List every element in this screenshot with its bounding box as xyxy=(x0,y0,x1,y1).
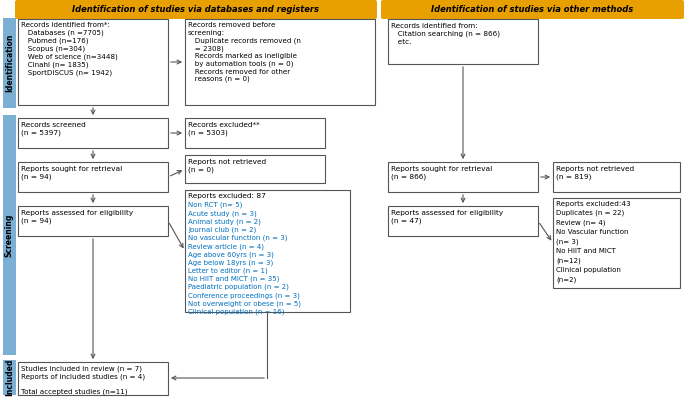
Text: Reports assessed for eligibility
(n = 94): Reports assessed for eligibility (n = 94… xyxy=(21,210,134,224)
Text: Age above 60yrs (n = 3): Age above 60yrs (n = 3) xyxy=(188,251,274,258)
Text: Review article (n = 4): Review article (n = 4) xyxy=(188,243,264,249)
Text: Records removed before
screening:
   Duplicate records removed (n
   = 2308)
   : Records removed before screening: Duplic… xyxy=(188,22,301,83)
Text: Paediatric population (n = 2): Paediatric population (n = 2) xyxy=(188,284,289,290)
Bar xyxy=(18,206,168,236)
Text: Non RCT (n= 5): Non RCT (n= 5) xyxy=(188,202,242,209)
Text: Letter to editor (n = 1): Letter to editor (n = 1) xyxy=(188,268,268,274)
Text: (n=2): (n=2) xyxy=(556,277,576,283)
Text: Duplicates (n = 22): Duplicates (n = 22) xyxy=(556,210,624,217)
Bar xyxy=(388,206,538,236)
Text: Reports not retrieved
(n = 0): Reports not retrieved (n = 0) xyxy=(188,159,266,173)
Bar xyxy=(185,190,350,312)
Text: Records identified from:
   Citation searching (n = 866)
   etc.: Records identified from: Citation search… xyxy=(391,23,500,45)
FancyBboxPatch shape xyxy=(381,0,684,19)
Text: Records excluded**
(n = 5303): Records excluded** (n = 5303) xyxy=(188,122,260,136)
Bar xyxy=(3,360,16,395)
Text: Animal study (n = 2): Animal study (n = 2) xyxy=(188,218,261,225)
Text: Screening: Screening xyxy=(5,213,14,257)
Bar xyxy=(388,19,538,64)
Bar xyxy=(18,362,168,395)
Text: Reports sought for retrieval
(n = 94): Reports sought for retrieval (n = 94) xyxy=(21,166,122,180)
Text: Reports not retrieved
(n = 819): Reports not retrieved (n = 819) xyxy=(556,166,634,180)
FancyBboxPatch shape xyxy=(15,0,377,19)
Text: Clinical population: Clinical population xyxy=(556,267,621,273)
Text: (n=12): (n=12) xyxy=(556,257,581,264)
Text: Age below 18yrs (n = 3): Age below 18yrs (n = 3) xyxy=(188,259,273,266)
Text: Clinical population (n = 16): Clinical population (n = 16) xyxy=(188,308,284,315)
Text: Reports assessed for eligibility
(n = 47): Reports assessed for eligibility (n = 47… xyxy=(391,210,503,224)
Bar xyxy=(185,118,325,148)
Text: Studies included in review (n = 7)
Reports of included studies (n = 4)

Total ac: Studies included in review (n = 7) Repor… xyxy=(21,365,145,395)
Text: Conference proceedings (n = 3): Conference proceedings (n = 3) xyxy=(188,292,300,299)
Text: Journal club (n = 2): Journal club (n = 2) xyxy=(188,227,256,233)
Text: Records screened
(n = 5397): Records screened (n = 5397) xyxy=(21,122,86,136)
Text: Identification of studies via databases and registers: Identification of studies via databases … xyxy=(73,5,319,14)
Text: (n= 3): (n= 3) xyxy=(556,239,579,245)
Text: No vascular function (n = 3): No vascular function (n = 3) xyxy=(188,235,288,241)
Text: Identification: Identification xyxy=(5,34,14,92)
Text: Included: Included xyxy=(5,359,14,396)
Bar xyxy=(18,162,168,192)
Text: Identification of studies via other methods: Identification of studies via other meth… xyxy=(432,5,634,14)
Text: Acute study (n = 3): Acute study (n = 3) xyxy=(188,210,257,217)
Bar xyxy=(18,19,168,105)
Text: No HIIT and MICT: No HIIT and MICT xyxy=(556,248,616,254)
Bar xyxy=(185,19,375,105)
Bar xyxy=(388,162,538,192)
Text: No Vascular function: No Vascular function xyxy=(556,229,629,235)
Text: Reports excluded: 87: Reports excluded: 87 xyxy=(188,193,266,199)
Text: Records identified from*:
   Databases (n =7705)
   Pubmed (n=176)
   Scopus (n=: Records identified from*: Databases (n =… xyxy=(21,22,118,76)
Bar xyxy=(18,118,168,148)
Bar xyxy=(553,198,680,288)
Text: Reports excluded:43: Reports excluded:43 xyxy=(556,201,631,207)
Text: Not overweight or obese (n = 5): Not overweight or obese (n = 5) xyxy=(188,300,301,307)
Text: Review (n= 4): Review (n= 4) xyxy=(556,219,606,226)
Text: No HIIT and MICT (n = 35): No HIIT and MICT (n = 35) xyxy=(188,276,279,282)
Bar xyxy=(3,115,16,355)
Bar xyxy=(553,162,680,192)
Bar xyxy=(3,18,16,108)
Text: Reports sought for retrieval
(n = 866): Reports sought for retrieval (n = 866) xyxy=(391,166,493,180)
Bar xyxy=(185,155,325,183)
